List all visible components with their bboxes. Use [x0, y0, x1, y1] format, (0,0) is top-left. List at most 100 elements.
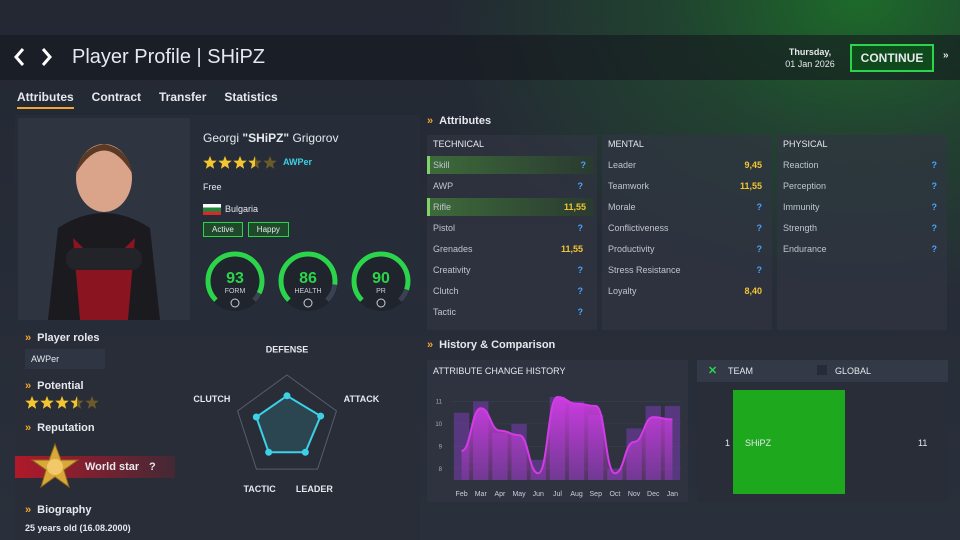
country: Bulgaria — [225, 204, 259, 214]
attribute-value[interactable]: ? — [577, 286, 584, 296]
legend-check[interactable]: ✕ — [708, 365, 718, 377]
star — [203, 156, 217, 169]
attribute-name: Perception — [783, 181, 827, 191]
attribute-row: Creativity? — [427, 261, 591, 279]
attribute-value[interactable]: ? — [931, 244, 938, 254]
tab[interactable]: Statistics — [224, 90, 278, 104]
attribute-name: Strength — [783, 223, 818, 233]
tag: Happy — [247, 222, 289, 237]
gauge-bg — [278, 251, 338, 311]
y-tick-label: 10 — [435, 422, 442, 428]
x-tick-label: Jun — [533, 491, 544, 498]
first-name: Georgi — [203, 131, 240, 145]
legend-item[interactable]: GLOBAL — [835, 366, 872, 376]
tags: Active Happy — [203, 222, 289, 237]
attribute-value[interactable]: ? — [931, 181, 938, 191]
legend-item[interactable]: TEAM — [728, 366, 754, 376]
gauge-arc — [205, 251, 265, 311]
radar-point — [317, 412, 325, 420]
attribute-name: Leader — [608, 160, 637, 170]
attribute-value[interactable]: ? — [756, 223, 763, 233]
attribute-row: Morale? — [602, 198, 766, 216]
gauge-label: HEALTH — [294, 288, 321, 295]
column-header: PHYSICAL — [783, 139, 828, 149]
biography: 25 years old (16.08.2000) — [25, 523, 131, 533]
gauge-bg — [205, 251, 265, 311]
continue-button[interactable]: CONTINUE — [850, 44, 934, 72]
attribute-row: Rifle 11,55 — [427, 198, 594, 216]
x-tick-label: Jul — [553, 491, 562, 498]
attribute-row: Clutch? — [427, 282, 591, 300]
gauge-value: 90 — [372, 270, 390, 287]
attribute-name: Pistol — [433, 223, 456, 233]
rank-left: 1 — [725, 438, 731, 448]
gauge-value: 93 — [226, 270, 244, 287]
y-tick-label: 9 — [439, 444, 443, 450]
section-title: History & Comparison — [427, 339, 555, 351]
attribute-value[interactable]: ? — [756, 265, 763, 275]
radar-point — [252, 413, 260, 421]
attribute-name: Tactic — [433, 307, 457, 317]
star-bg — [263, 156, 277, 169]
attribute-column: MENTAL Leader 9,45 Teamwork 11,55 Morale? Conf… — [602, 135, 772, 330]
attribute-value[interactable]: ? — [931, 202, 938, 212]
tab[interactable]: Transfer — [159, 90, 207, 104]
help[interactable]: ? — [149, 461, 156, 473]
legend-box[interactable] — [817, 365, 827, 375]
radar-frame — [236, 374, 338, 470]
potential-stars — [25, 396, 99, 409]
star — [70, 396, 77, 409]
attribute-value[interactable]: ? — [931, 223, 938, 233]
attribute-row: Strength? — [777, 219, 941, 237]
attribute-value[interactable]: ? — [756, 244, 763, 254]
line — [461, 395, 673, 475]
gauge-label: PR — [376, 288, 386, 295]
last-name: Grigorov — [292, 131, 339, 145]
attribute-name: Endurance — [783, 244, 827, 254]
attribute-value[interactable]: ? — [577, 307, 584, 317]
star-bg — [85, 396, 99, 409]
section-title: Attributes — [427, 115, 491, 127]
tab[interactable]: Contract — [91, 90, 142, 104]
stars — [203, 156, 277, 169]
area — [461, 396, 673, 480]
attribute-value[interactable]: ? — [931, 160, 938, 170]
tab[interactable]: Attributes — [17, 90, 74, 109]
attribute-value[interactable]: ? — [580, 160, 587, 170]
attribute-value: 11,55 — [739, 181, 762, 191]
history-chart: 8 9 10 11 Feb Mar Apr May Jun Jul Aug Sep Oct Nov Dec J… — [435, 395, 682, 498]
attribute-row: Skill? — [427, 156, 594, 174]
attribute-name: Rifle — [433, 202, 452, 212]
player-name: Georgi "SHiPZ" Grigorov — [203, 131, 338, 145]
radar-point — [301, 448, 309, 456]
x-tick-label: Apr — [494, 491, 506, 498]
attribute-value[interactable]: ? — [756, 202, 763, 212]
radar-point — [283, 392, 291, 400]
attributes-panel: TECHNICAL Skill? AWP? Rifle 11,55 Pistol? Gren… — [427, 135, 948, 330]
star — [40, 396, 54, 409]
nav-arrows[interactable] — [10, 45, 60, 69]
x-tick-label: Aug — [570, 491, 583, 498]
page-title: Player Profile | SHiPZ — [72, 46, 266, 68]
chart-title: ATTRIBUTE CHANGE HISTORY — [433, 366, 566, 376]
radar-chart: DEFENSE ATTACK LEADER TACTIC CLUTCH — [193, 344, 379, 494]
attribute-name: Productivity — [608, 244, 655, 254]
x-tick-label: May — [512, 491, 526, 498]
attribute-name: Skill — [433, 160, 450, 170]
attribute-row: Perception? — [777, 177, 941, 195]
attribute-value[interactable]: ? — [577, 223, 584, 233]
star — [218, 156, 232, 169]
attribute-row: Grenades 11,55 — [427, 240, 591, 258]
radar-label: LEADER — [296, 484, 334, 494]
attribute-name: Morale — [608, 202, 636, 212]
reputation-badge — [30, 442, 80, 489]
radar-area — [255, 394, 322, 454]
attribute-value[interactable]: ? — [577, 265, 584, 275]
x-tick-label: Dec — [647, 491, 660, 498]
y-tick-label: 11 — [436, 399, 443, 405]
attribute-value[interactable]: ? — [577, 181, 584, 191]
skip[interactable]: » — [943, 50, 949, 61]
attribute-row: Leader 9,45 — [602, 156, 766, 174]
star — [25, 396, 39, 409]
